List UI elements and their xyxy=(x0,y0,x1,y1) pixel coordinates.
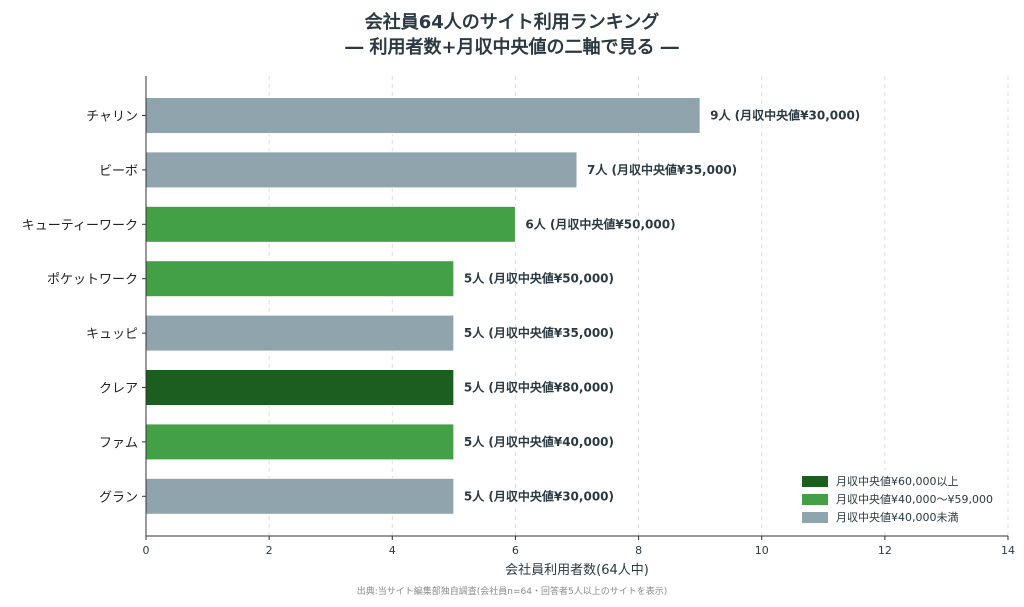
y-tick-label: ビーボ xyxy=(99,164,138,179)
bar xyxy=(145,369,455,406)
x-tick-label: 6 xyxy=(512,544,519,557)
y-tick-label: クレア xyxy=(99,382,138,397)
data-label: 5人 (月収中央値¥30,000) xyxy=(464,488,614,503)
y-tick-label: ポケットワーク xyxy=(47,273,138,288)
legend: 月収中央値¥60,000以上 月収中央値¥40,000〜¥59,000 月収中央… xyxy=(798,470,997,528)
data-label: 9人 (月収中央値¥30,000) xyxy=(710,108,860,123)
chart-subtitle: ― 利用者数+月収中央値の二軸で見る ― xyxy=(345,37,679,58)
x-tick-label: 14 xyxy=(1001,544,1015,557)
legend-swatch-mid xyxy=(802,493,828,505)
bar xyxy=(145,260,455,298)
x-tick-label: 10 xyxy=(755,544,769,557)
legend-label-mid: 月収中央値¥40,000〜¥59,000 xyxy=(836,493,993,506)
legend-item-high: 月収中央値¥60,000以上 xyxy=(802,472,993,490)
bar xyxy=(145,314,455,352)
y-tick-label: ファム xyxy=(99,436,138,451)
y-tick-label: キューティーワーク xyxy=(22,218,138,233)
x-tick-label: 8 xyxy=(635,544,642,557)
x-tick-label: 2 xyxy=(266,544,273,557)
data-label: 6人 (月収中央値¥50,000) xyxy=(525,216,675,231)
bar xyxy=(145,477,455,515)
legend-swatch-low xyxy=(802,511,828,523)
data-label: 5人 (月収中央値¥80,000) xyxy=(464,380,614,395)
x-tick-label: 0 xyxy=(143,544,150,557)
data-label: 7人 (月収中央値¥35,000) xyxy=(587,162,737,177)
bar xyxy=(145,423,455,461)
legend-item-low: 月収中央値¥40,000未満 xyxy=(802,508,993,526)
y-tick-label: グラン xyxy=(99,490,138,505)
data-label: 5人 (月収中央値¥40,000) xyxy=(464,434,614,449)
legend-label-low: 月収中央値¥40,000未満 xyxy=(836,511,959,524)
y-tick-label: チャリン xyxy=(86,110,138,125)
y-tick-label: キュッピ xyxy=(86,327,138,342)
source-note: 出典:当サイト編集部独自調査(会社員n=64・回答者5人以上のサイトを表示) xyxy=(356,587,668,597)
chart-title: 会社員64人のサイト利用ランキング xyxy=(364,12,660,33)
x-tick-label: 4 xyxy=(389,544,396,557)
x-tick-label: 12 xyxy=(878,544,892,557)
legend-swatch-high xyxy=(802,475,828,487)
bar xyxy=(145,97,701,134)
legend-item-mid: 月収中央値¥40,000〜¥59,000 xyxy=(802,490,993,508)
data-label: 5人 (月収中央値¥50,000) xyxy=(464,271,614,286)
bar xyxy=(145,205,516,243)
bar xyxy=(145,151,578,189)
legend-label-high: 月収中央値¥60,000以上 xyxy=(836,475,959,488)
x-axis-label: 会社員利用者数(64人中) xyxy=(505,563,649,578)
data-label: 5人 (月収中央値¥35,000) xyxy=(464,325,614,340)
